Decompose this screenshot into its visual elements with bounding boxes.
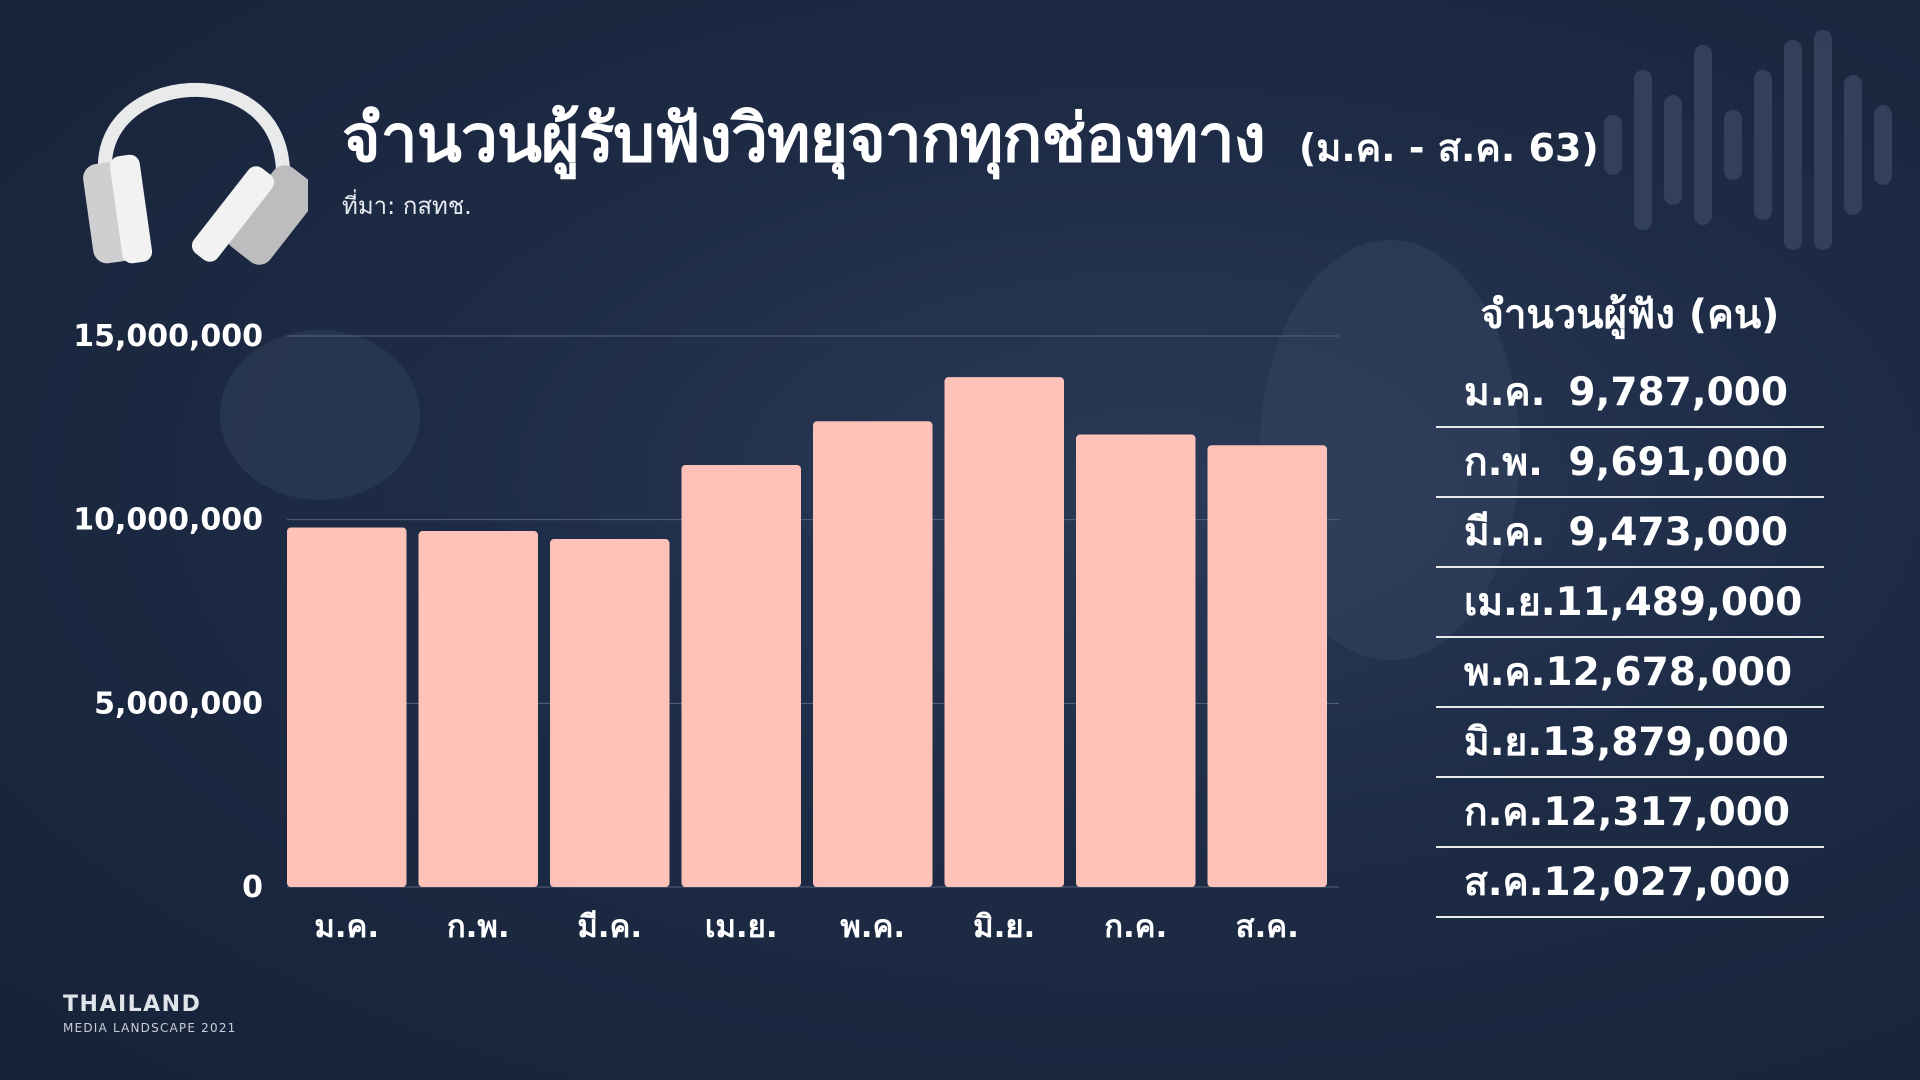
x-tick-label: มิ.ย. [973,909,1035,945]
x-tick-label: มี.ค. [577,909,642,945]
table-value: 9,473,000 [1568,509,1788,555]
table-month: ก.ค. [1464,790,1544,835]
table-row: ก.พ. 9,691,000 [1436,428,1824,498]
bar [944,377,1064,887]
x-tick-label: ส.ค. [1236,909,1299,945]
y-tick-label: 5,000,000 [94,686,263,721]
bar [1076,434,1196,887]
chart-period: (ม.ค. - ส.ค. 63) [1298,126,1599,170]
table-value: 13,879,000 [1542,719,1789,765]
brand-line-1: THAILAND [63,992,202,1017]
x-tick-label: ก.ค. [1104,909,1167,945]
sound-wave-icon [1604,30,1892,250]
table-month: มี.ค. [1464,510,1546,555]
bar [287,527,407,887]
y-tick-label: 15,000,000 [73,319,263,354]
bar [550,539,670,887]
headphones-icon [83,83,308,265]
table-row: มี.ค. 9,473,000 [1436,498,1824,568]
table-value: 12,317,000 [1543,789,1791,835]
table-header: จำนวนผู้ฟัง (คน) [1480,292,1780,338]
table-row: เม.ย. 11,489,000 [1436,568,1824,638]
table-value: 9,787,000 [1568,369,1788,415]
table-month: พ.ค. [1464,650,1546,695]
table-value: 11,489,000 [1555,579,1803,625]
table-value: 12,678,000 [1545,649,1793,695]
y-tick-label: 0 [242,870,263,905]
table-value: 12,027,000 [1543,859,1791,905]
bar [681,464,801,887]
table-row: ก.ค. 12,317,000 [1436,778,1824,848]
table-value: 9,691,000 [1568,439,1788,485]
table-body: ม.ค. 9,787,000 ก.พ. 9,691,000 มี.ค. 9,473,000… [1436,358,1824,918]
x-tick-label: พ.ค. [840,909,905,945]
bar [1207,445,1327,887]
table-row: มิ.ย. 13,879,000 [1436,708,1824,778]
title-row: จำนวนผู้รับฟังวิทยุจากทุกช่องทาง (ม.ค. -… [342,86,1599,191]
bar [418,531,538,887]
table-month: ส.ค. [1464,860,1544,905]
data-table: จำนวนผู้ฟัง (คน) ม.ค. 9,787,000 ก.พ. 9,691,… [1436,282,1824,918]
x-tick-label: ก.พ. [447,909,510,945]
table-row: ม.ค. 9,787,000 [1436,358,1824,428]
table-row: พ.ค. 12,678,000 [1436,638,1824,708]
bar [813,421,933,887]
brand-logo: THAILAND MEDIA LANDSCAPE 2021 [63,992,237,1035]
table-month: ก.พ. [1464,440,1543,485]
x-tick-label: ม.ค. [314,909,379,945]
table-month: มิ.ย. [1464,720,1543,765]
chart-title: จำนวนผู้รับฟังวิทยุจากทุกช่องทาง [342,100,1266,177]
brand-line-2: MEDIA LANDSCAPE 2021 [63,1021,237,1035]
table-row: ส.ค. 12,027,000 [1436,848,1824,918]
table-month: ม.ค. [1464,370,1546,415]
background-shape [220,330,420,500]
y-tick-label: 10,000,000 [73,503,263,538]
x-tick-label: เม.ย. [705,909,778,945]
source-note: ที่มา: กสทช. [342,192,472,220]
table-month: เม.ย. [1464,580,1556,625]
